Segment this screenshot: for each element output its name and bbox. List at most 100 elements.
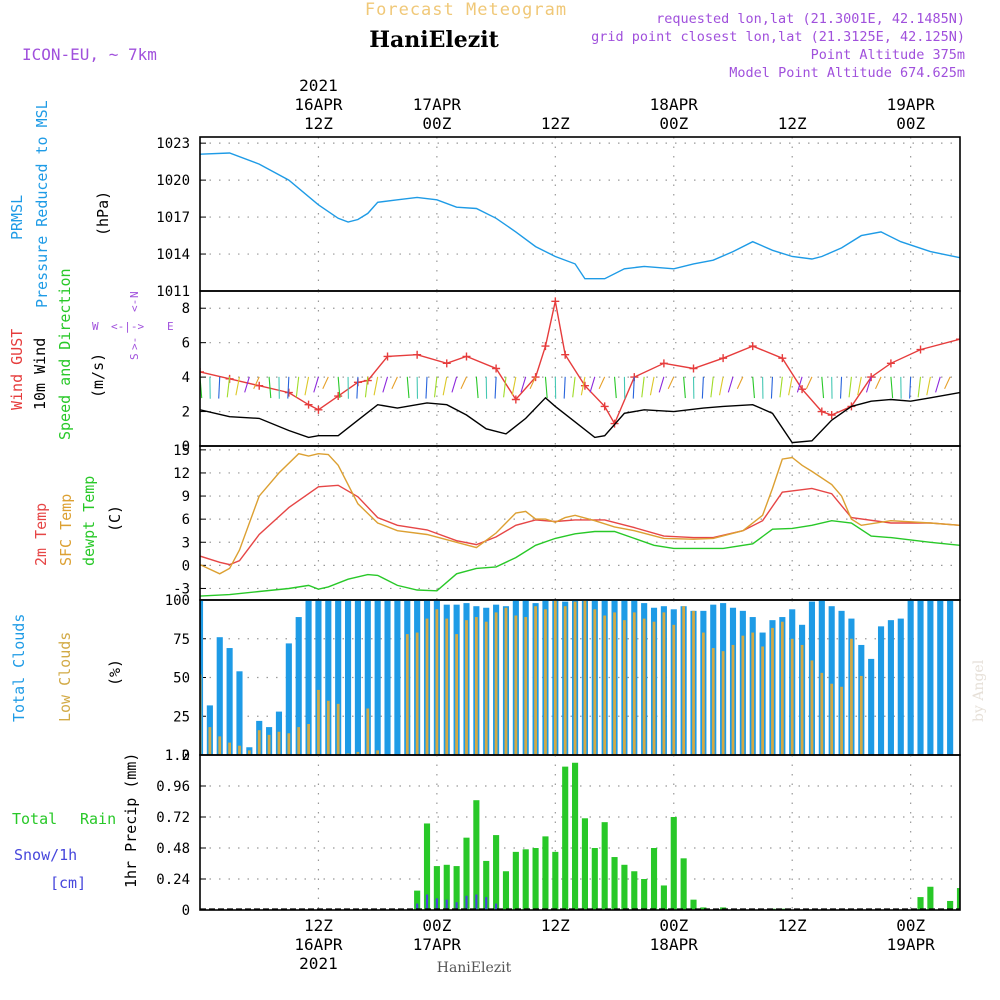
wind-speed-dir-label: Speed and Direction — [56, 268, 74, 440]
bar-low-clouds — [761, 646, 764, 755]
ytick-label: 1014 — [156, 247, 190, 263]
time-label-top: 2021 — [299, 76, 338, 95]
bar-total-clouds — [877, 626, 885, 755]
bar-low-clouds — [652, 621, 656, 755]
time-label-bottom: 00Z — [659, 916, 688, 935]
bar-rain — [512, 851, 519, 910]
wind-arrow — [865, 376, 872, 393]
gust-marker — [561, 350, 570, 359]
ytick-label: 15 — [173, 443, 190, 459]
bar-snow — [445, 899, 448, 910]
bar-low-clouds — [277, 731, 281, 755]
panel-pressure: 1011 1014 1017 1020 1023 — [156, 136, 961, 300]
wind-arrow — [779, 376, 783, 398]
ytick-label: 3 — [182, 535, 190, 551]
panel-frame — [199, 136, 961, 292]
bar-rain — [601, 822, 608, 910]
bar-low-clouds — [455, 634, 459, 755]
wind-arrow — [511, 376, 517, 396]
series-10m-wind — [200, 391, 960, 444]
precip-total-label: Total — [12, 810, 57, 828]
bar-low-clouds — [484, 621, 488, 755]
wind-arrow — [287, 376, 290, 399]
bar-low-clouds — [297, 727, 301, 755]
bar-low-clouds — [563, 606, 567, 755]
bar-low-clouds — [504, 607, 508, 755]
temp-sfc-label: SFC Temp — [57, 494, 75, 566]
precip-rain-label: Rain — [80, 810, 116, 828]
wind-arrow — [701, 376, 704, 399]
time-label-bottom: 00Z — [896, 916, 925, 935]
bar-low-clouds — [701, 632, 705, 755]
bar-rain — [463, 837, 470, 910]
ytick-label: 1017 — [156, 210, 190, 226]
plot-clouds — [200, 600, 954, 755]
time-label-bottom: 00Z — [422, 916, 451, 935]
time-label-bottom: 12Z — [304, 916, 333, 935]
temperature-labels: 2m Temp SFC Temp dewpt Temp (C) — [32, 476, 124, 566]
bar-total-clouds — [897, 618, 904, 755]
bar-total-clouds — [838, 610, 845, 755]
bar-low-clouds — [544, 609, 547, 755]
ytick-label: 6 — [182, 336, 190, 352]
wind-arrow — [563, 376, 566, 399]
model-label: ICON-EU, ~ 7km — [22, 45, 157, 64]
gust-marker — [284, 388, 293, 397]
bar-rain — [562, 766, 569, 910]
bar-low-clouds — [218, 736, 222, 755]
bar-snow — [465, 895, 468, 910]
wind-gust-label: Wind GUST — [8, 329, 26, 410]
gust-marker — [719, 354, 728, 363]
bar-rain — [542, 836, 549, 910]
wind-arrow — [253, 376, 260, 390]
precip-labels: Total Rain Snow/1h [cm] 1hr Precip (mm) — [12, 753, 140, 892]
series-2m-temp — [200, 484, 960, 566]
bar-low-clouds — [800, 644, 804, 755]
wind-arrow — [364, 376, 369, 398]
panel-temperature: -3 0 3 6 9 12 15 — [173, 443, 961, 601]
point-altitude: Point Altitude 375m — [811, 47, 965, 63]
wind-arrow — [433, 376, 438, 398]
clouds-unit: (%) — [106, 659, 124, 686]
wind-arrow — [821, 376, 825, 399]
bar-low-clouds — [474, 617, 478, 755]
grid-wind — [200, 291, 960, 446]
temp-2m-label: 2m Temp — [32, 503, 50, 566]
bar-rain — [611, 857, 618, 910]
gust-marker — [817, 407, 826, 416]
wind-arrow — [909, 376, 912, 399]
plot-temperature — [200, 452, 960, 597]
bar-total-clouds — [927, 600, 934, 755]
bar-snow — [475, 894, 478, 910]
time-label-bottom: 19APR — [887, 935, 936, 954]
ytick-label: 0.24 — [156, 872, 190, 888]
bar-total-clouds — [364, 600, 371, 755]
bar-rain — [414, 890, 421, 910]
panels: 1011101410171020102302468-30369121502550… — [156, 136, 961, 919]
gust-marker — [304, 400, 313, 409]
bar-low-clouds — [721, 651, 725, 755]
bar-snow — [495, 903, 498, 910]
bar-total-clouds — [887, 620, 894, 755]
bar-low-clouds — [257, 730, 261, 755]
bar-total-clouds — [828, 606, 835, 755]
bar-low-clouds — [711, 648, 715, 755]
wind-10m-label: 10m Wind — [31, 338, 49, 410]
bar-low-clouds — [405, 634, 409, 755]
cloud-labels: Total Clouds Low Clouds (%) — [10, 614, 124, 722]
bar-low-clouds — [366, 708, 370, 755]
wind-arrow — [710, 376, 714, 398]
bar-total-clouds — [394, 600, 401, 755]
bar-low-clouds — [425, 618, 429, 755]
wind-arrow — [475, 376, 479, 399]
bar-low-clouds — [524, 617, 528, 755]
compass-s: S — [128, 353, 141, 360]
grid-clouds — [200, 600, 960, 755]
bar-low-clouds — [583, 600, 587, 755]
time-label-top: 00Z — [422, 114, 451, 133]
wind-arrow — [632, 376, 635, 399]
bar-rain — [443, 864, 450, 910]
bar-rain — [670, 817, 677, 910]
